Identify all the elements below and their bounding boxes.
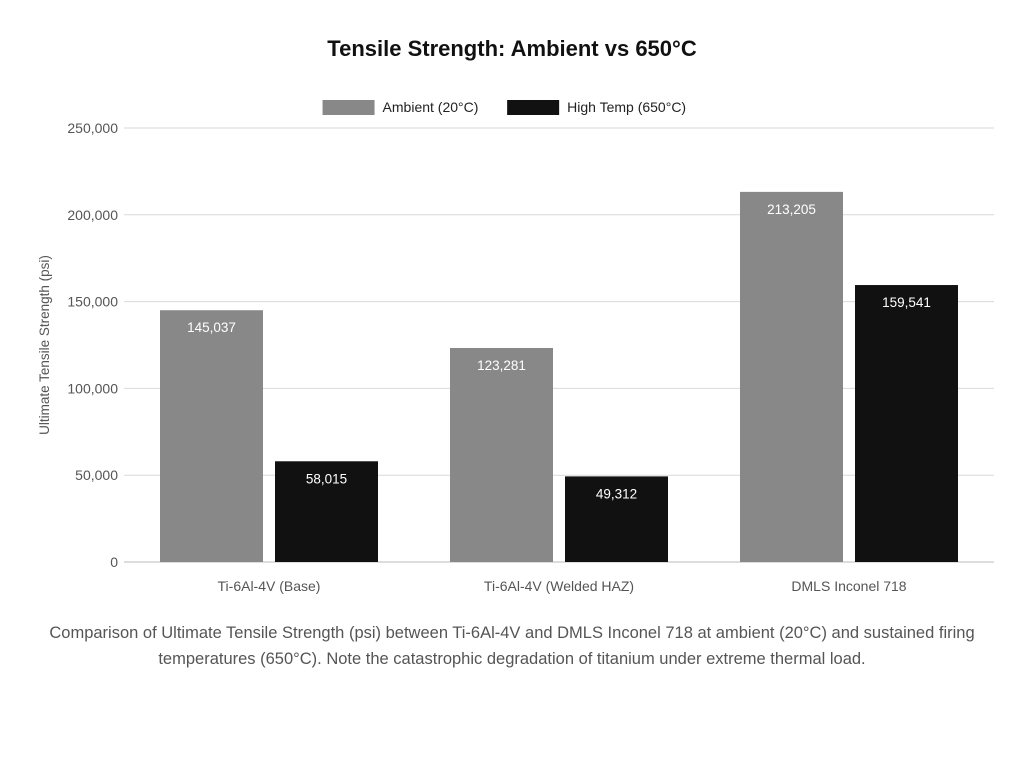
x-tick-label: DMLS Inconel 718 [791, 578, 906, 594]
y-tick-label: 100,000 [67, 380, 118, 396]
y-tick-label: 50,000 [75, 467, 118, 483]
bar-value-label: 123,281 [477, 358, 526, 373]
bar-value-label: 58,015 [306, 471, 347, 486]
chart-title: Tensile Strength: Ambient vs 650°C [327, 36, 697, 61]
legend-swatch [507, 100, 560, 115]
bar-value-label: 145,037 [187, 320, 236, 335]
bar-value-label: 159,541 [882, 295, 931, 310]
bars: 145,037 58,015 123,281 49,312 213,205 159,541 [160, 191, 958, 563]
legend-swatch [322, 100, 375, 115]
legend-label: High Temp (650°C) [567, 99, 686, 115]
y-tick-label: 200,000 [67, 207, 118, 223]
bar [160, 310, 263, 562]
legend: Ambient (20°C) High Temp (650°C) [322, 99, 686, 115]
figure-caption: Comparison of Ultimate Tensile Strength … [49, 624, 975, 668]
x-axis: Ti-6Al-4V (Base) Ti-6Al-4V (Welded HAZ) DM… [218, 578, 907, 594]
bar [740, 191, 843, 563]
y-axis-label: Ultimate Tensile Strength (psi) [37, 255, 52, 435]
bar-value-label: 213,205 [767, 202, 816, 217]
bar [450, 347, 553, 562]
bar [855, 285, 958, 562]
y-tick-label: 250,000 [67, 120, 118, 136]
bar [275, 461, 378, 562]
x-tick-label: Ti-6Al-4V (Base) [218, 578, 321, 594]
tensile-strength-chart: Tensile Strength: Ambient vs 650°C Ambie… [37, 36, 994, 594]
bar [565, 476, 668, 562]
x-tick-label: Ti-6Al-4V (Welded HAZ) [484, 578, 634, 594]
grid [124, 127, 994, 563]
bar-value-label: 49,312 [596, 486, 637, 501]
y-tick-label: 0 [110, 554, 118, 570]
y-tick-label: 150,000 [67, 294, 118, 310]
legend-label: Ambient (20°C) [383, 99, 479, 115]
y-axis: 0 50,000 100,000 150,000 200,000 250,000 [67, 120, 118, 570]
